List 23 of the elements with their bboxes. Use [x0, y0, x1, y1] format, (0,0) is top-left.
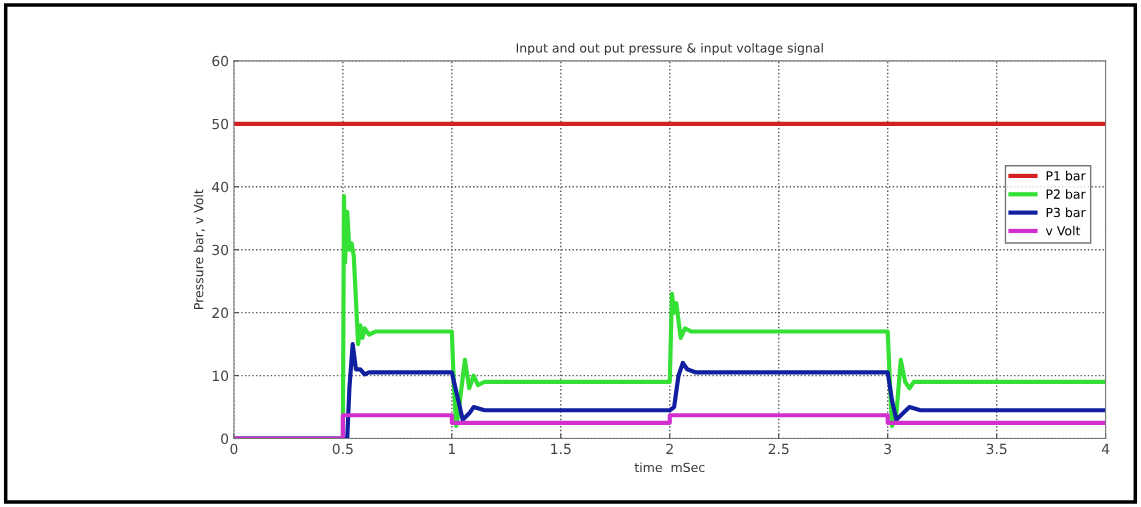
x-tick-label: 3 [884, 443, 891, 455]
x-tick-label: 2.5 [768, 443, 789, 455]
y-tick-label: 40 [212, 181, 229, 193]
x-tick-label: 1.5 [551, 443, 571, 455]
x-tick-label: 1 [448, 443, 455, 454]
y-axis-title: Pressure bar, v Volt [193, 189, 205, 309]
y-tick-label: 50 [212, 118, 229, 130]
legend-label: v Volt [1045, 225, 1081, 236]
y-tick-label: 20 [212, 307, 229, 319]
y-tick-label: 60 [212, 55, 229, 67]
x-tick-label: 3.5 [986, 443, 1007, 455]
chart-title: Input and out put pressure & input voltage signal [516, 43, 823, 56]
x-tick-label: 2 [666, 443, 673, 454]
x-tick-label: 4 [1101, 443, 1110, 454]
y-tick-label: 10 [212, 370, 229, 382]
legend-label: P3 bar [1046, 207, 1086, 218]
legend-label: P1 bar [1046, 170, 1086, 181]
y-tick-label: 30 [212, 244, 229, 256]
x-tick-label: 0.5 [332, 443, 353, 455]
x-axis-title: time mSec [634, 462, 705, 473]
y-tick-label: 0 [221, 433, 229, 445]
legend-label: P2 bar [1046, 189, 1086, 199]
x-tick-label: 0 [230, 443, 238, 455]
